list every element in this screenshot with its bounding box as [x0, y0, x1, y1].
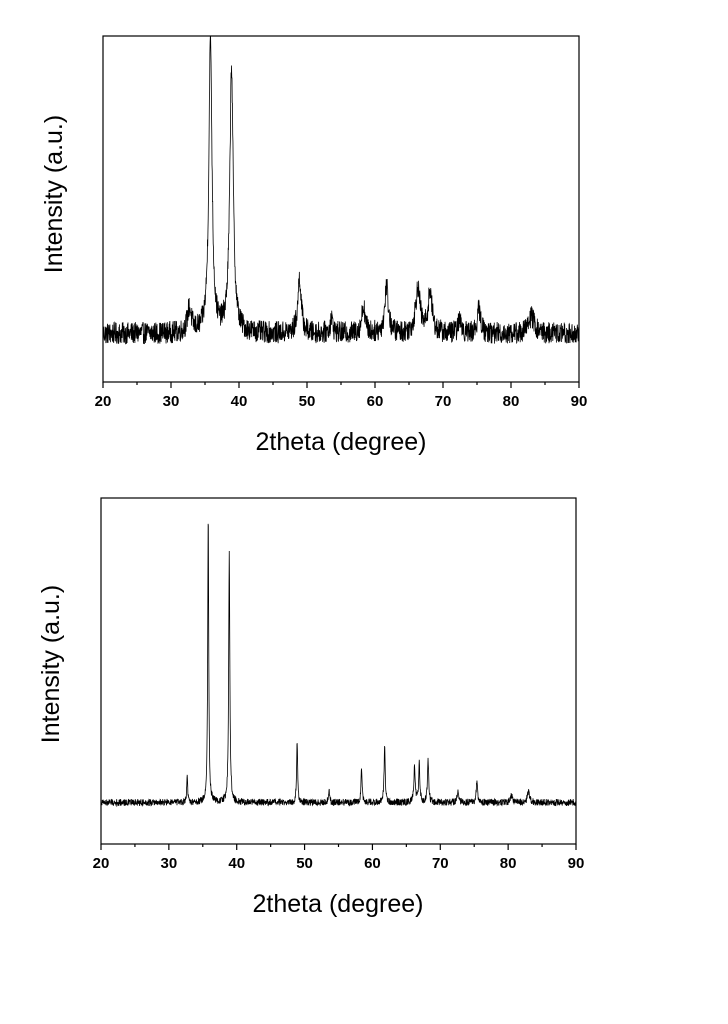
x-axis-title: 2theta (degree) — [253, 890, 424, 918]
x-tick-label: 60 — [364, 855, 381, 872]
y-axis-title: Intensity (a.u.) — [40, 115, 68, 273]
y-axis-title: Intensity (a.u.) — [37, 585, 65, 743]
x-tick-label: 50 — [299, 393, 316, 410]
x-tick-label: 20 — [95, 393, 112, 410]
x-tick-label: 70 — [432, 855, 449, 872]
x-tick-labels: 20 30 40 50 60 70 80 90 — [95, 393, 588, 410]
x-tick-label: 70 — [435, 393, 452, 410]
x-tick-label: 30 — [163, 393, 180, 410]
x-ticks — [100, 844, 577, 850]
diffraction-trace — [102, 35, 580, 345]
x-tick-label: 60 — [367, 393, 384, 410]
xrd-chart-bottom: 20 30 40 50 60 70 80 90 2theta (degree) Intensi… — [37, 497, 585, 918]
plot-frame — [100, 497, 577, 845]
x-tick-label: 40 — [231, 393, 248, 410]
x-axis-title: 2theta (degree) — [256, 428, 427, 456]
x-tick-label: 90 — [571, 393, 588, 410]
x-tick-label: 20 — [93, 855, 110, 872]
diffraction-trace — [100, 523, 577, 808]
x-tick-label: 50 — [296, 855, 313, 872]
xrd-chart-top: 20 30 40 50 60 70 80 90 2theta (degree) Intensi… — [40, 35, 588, 456]
x-tick-label: 80 — [500, 855, 517, 872]
x-ticks — [102, 382, 580, 388]
x-tick-label: 90 — [568, 855, 585, 872]
x-tick-label: 80 — [503, 393, 520, 410]
x-tick-labels: 20 30 40 50 60 70 80 90 — [93, 855, 585, 872]
x-tick-label: 40 — [228, 855, 245, 872]
x-tick-label: 30 — [161, 855, 178, 872]
